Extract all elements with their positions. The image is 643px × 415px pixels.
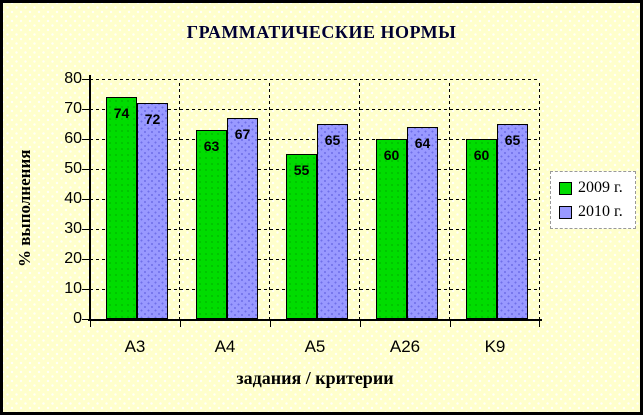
bar-2009-A4: 63 bbox=[196, 130, 227, 319]
bar-value-label: 63 bbox=[203, 138, 220, 154]
y-tick bbox=[82, 199, 90, 200]
gridline-h bbox=[90, 139, 540, 140]
bar-value-label: 55 bbox=[293, 162, 310, 178]
x-axis-line bbox=[88, 319, 542, 321]
legend-label-2010: 2010 г. bbox=[578, 203, 623, 220]
plot-area: 0 10 20 30 40 50 60 70 80 74 72 A3 63 67 A4 55 65 A5 60 64 A… bbox=[64, 70, 542, 356]
y-tick-label: 10 bbox=[64, 280, 82, 297]
bar-value-label: 74 bbox=[113, 105, 130, 121]
y-tick bbox=[82, 259, 90, 260]
bar-2009-A3: 74 bbox=[106, 97, 137, 319]
y-tick bbox=[82, 289, 90, 290]
legend-item-2009: 2009 г. bbox=[559, 179, 635, 197]
y-tick-label: 50 bbox=[64, 160, 82, 177]
gridline-h bbox=[90, 109, 540, 110]
bar-2009-K9: 60 bbox=[466, 139, 497, 319]
x-category-label: K9 bbox=[484, 337, 506, 356]
bar-2009-A5: 55 bbox=[286, 154, 317, 319]
x-tick bbox=[450, 320, 451, 327]
x-tick bbox=[270, 320, 271, 327]
bar-2009-A26: 60 bbox=[376, 139, 407, 319]
bar-value-label: 60 bbox=[383, 147, 400, 163]
bar-value-label: 65 bbox=[324, 132, 341, 148]
bar-value-label: 65 bbox=[504, 132, 521, 148]
x-category-label: A5 bbox=[304, 337, 326, 356]
y-tick bbox=[82, 319, 90, 320]
y-tick-label: 30 bbox=[64, 220, 82, 237]
y-tick-label: 80 bbox=[64, 70, 82, 87]
x-axis-title: задания / критерии bbox=[236, 368, 394, 388]
y-axis-line bbox=[89, 75, 91, 321]
legend-label-2009: 2009 г. bbox=[578, 179, 623, 196]
bar-2010-K9: 65 bbox=[497, 124, 528, 319]
x-tick bbox=[180, 320, 181, 327]
y-tick bbox=[82, 79, 90, 80]
gridline-v bbox=[269, 80, 270, 320]
x-category-label: A26 bbox=[389, 337, 421, 356]
bar-value-label: 64 bbox=[414, 135, 431, 151]
legend-item-2010: 2010 г. bbox=[559, 203, 635, 221]
y-tick bbox=[82, 229, 90, 230]
x-tick bbox=[90, 320, 91, 327]
bar-value-label: 67 bbox=[234, 126, 251, 142]
y-tick-label: 0 bbox=[73, 310, 82, 327]
bar-value-label: 60 bbox=[473, 147, 490, 163]
x-tick bbox=[360, 320, 361, 327]
bar-2010-A3: 72 bbox=[137, 103, 168, 319]
y-tick-label: 60 bbox=[64, 130, 82, 147]
gridline-h bbox=[90, 79, 540, 80]
y-tick bbox=[82, 109, 90, 110]
gridline-v bbox=[179, 80, 180, 320]
bar-2010-A5: 65 bbox=[317, 124, 348, 319]
legend-swatch-2009-icon bbox=[559, 181, 572, 195]
y-tick-label: 70 bbox=[64, 100, 82, 117]
legend-swatch-2010-icon bbox=[559, 205, 572, 219]
x-tick bbox=[539, 320, 540, 327]
bar-value-label: 72 bbox=[144, 111, 161, 127]
gridline-v bbox=[449, 80, 450, 320]
bar-2010-A4: 67 bbox=[227, 118, 258, 319]
x-category-label: A4 bbox=[214, 337, 236, 356]
bar-2010-A26: 64 bbox=[407, 127, 438, 319]
chart-title: ГРАММАТИЧЕСКИЕ НОРМЫ bbox=[186, 22, 457, 42]
gridline-v bbox=[359, 80, 360, 320]
y-tick bbox=[82, 139, 90, 140]
y-tick-label: 40 bbox=[64, 190, 82, 207]
y-tick-label: 20 bbox=[64, 250, 82, 267]
y-tick bbox=[82, 169, 90, 170]
legend: 2009 г. 2010 г. bbox=[550, 171, 636, 229]
x-category-label: A3 bbox=[124, 337, 146, 356]
y-axis-title: % выполнения bbox=[15, 149, 34, 267]
gridline-v bbox=[539, 80, 540, 320]
